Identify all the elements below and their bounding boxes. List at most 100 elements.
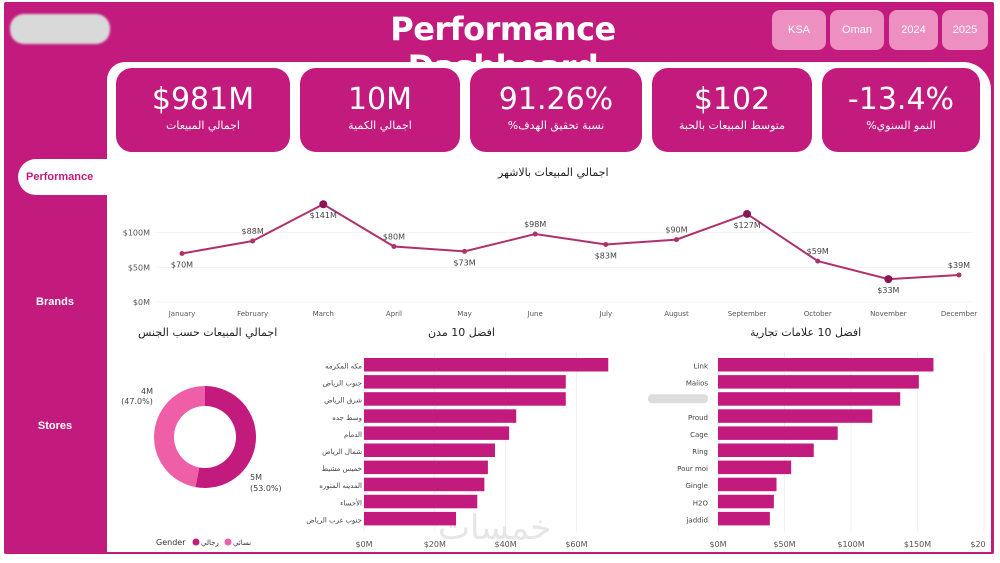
x-tick-label: June — [527, 310, 543, 318]
legend-label: نسائي — [233, 539, 251, 547]
bar-category-label: Link — [694, 363, 709, 371]
gender-sales-donut-chart: 5M (53.0%) 4M(47.0%) Gender رجالي نسائي — [121, 386, 282, 547]
x-tick-label: $40M — [495, 540, 517, 549]
bar-category-label: جنوب غرب الرياض — [306, 516, 362, 524]
slice-label: 5M — [250, 473, 262, 482]
top-brands-bar-chart: $0M $50M $100M $150M $200M Link Maiios Proud Cag… — [648, 352, 986, 549]
data-point — [391, 244, 397, 250]
x-tick-label: February — [237, 310, 268, 318]
kpi-value: 10M — [347, 82, 413, 117]
bar — [364, 392, 566, 406]
data-point — [532, 231, 538, 237]
bar — [364, 460, 488, 475]
gender-sales-chart-title: اجمالي المبيعات حسب الجنس — [138, 326, 278, 339]
filter-ksa-button[interactable]: KSA — [772, 10, 826, 50]
x-tick-label: $60M — [565, 540, 587, 549]
bar — [718, 443, 814, 457]
y-tick-label: $0M — [133, 298, 150, 307]
data-label: $73M — [453, 258, 475, 267]
bar — [718, 477, 777, 492]
bar — [718, 460, 792, 475]
x-tick-label: $0M — [709, 540, 726, 549]
kpi-card-avg-sales-per-unit: $102 متوسط المبيعات بالحبة — [652, 68, 812, 152]
legend-swatch — [192, 538, 200, 546]
data-point — [673, 237, 679, 243]
bar-category-label: jaddid — [685, 516, 708, 524]
bar — [718, 494, 774, 509]
bar-category-label: مكه المكرمه — [325, 363, 362, 371]
kpi-card-yoy-growth: -13.4% %النمو السنوي — [822, 68, 980, 152]
data-label: $59M — [807, 247, 829, 256]
kpi-card-target-achievement: 91.26% %نسبة تحقيق الهدف — [470, 68, 642, 152]
kpi-value: $102 — [693, 82, 771, 117]
data-point — [462, 248, 468, 254]
legend-swatch — [224, 538, 232, 546]
sidebar-item-stores[interactable]: Stores — [37, 420, 73, 432]
bar-category-label: شمال الرياض — [322, 448, 362, 456]
sidebar-item-brands[interactable]: Brands — [36, 296, 74, 308]
data-label: $98M — [524, 220, 546, 229]
bar-category-label: Gingle — [685, 482, 708, 490]
kpi-label: اجمالي المبيعات — [165, 119, 240, 132]
y-tick-label: $50M — [128, 263, 150, 272]
donut-slice — [195, 386, 256, 488]
kpi-value: $981M — [151, 82, 255, 117]
data-point — [319, 200, 328, 209]
x-tick-label: November — [870, 310, 907, 318]
x-tick-label: December — [941, 310, 977, 318]
bar-category-label: شرق الرياض — [324, 397, 362, 405]
x-tick-label: August — [664, 310, 689, 318]
x-tick-label: July — [599, 310, 613, 318]
data-label: $33M — [877, 286, 899, 295]
data-point — [179, 250, 185, 256]
data-point — [603, 241, 609, 247]
data-label: $141M — [310, 211, 337, 220]
data-point — [743, 209, 752, 218]
bar — [364, 477, 485, 492]
data-point — [884, 275, 893, 284]
bar-category-label: المدينه المنوره — [319, 482, 362, 490]
bar-category-label: Maiios — [686, 380, 709, 388]
bar — [364, 358, 609, 372]
bar — [718, 409, 873, 423]
sales-line — [181, 203, 960, 281]
bar-category-label: الدمام — [344, 431, 362, 439]
bar — [718, 511, 770, 526]
bar — [364, 375, 566, 389]
top-brands-chart-title: افضل 10 علامات تجارية — [750, 326, 862, 339]
data-label: $39M — [948, 261, 970, 270]
bar-category-label: وسط جده — [332, 414, 362, 422]
bar — [364, 426, 510, 440]
slice-label: (47.0%) — [121, 397, 153, 406]
top-cities-chart-title: افضل 10 مدن — [428, 326, 495, 339]
data-label: $80M — [383, 233, 405, 242]
top-cities-bar-chart: $0M $20M $40M $60M مكه المكرمه جنوب الرياض شرق… — [306, 352, 609, 549]
bar-category-label: Cage — [690, 431, 708, 439]
kpi-card-total-quantity: 10M اجمالي الكمية — [300, 68, 460, 152]
x-tick-label: September — [728, 310, 767, 318]
x-tick-label: January — [168, 310, 196, 318]
bar-category-label: جنوب الرياض — [323, 380, 362, 388]
monthly-sales-chart-title: اجمالي المبيعات بالاشهر — [498, 166, 609, 179]
data-label: $127M — [733, 221, 760, 230]
data-label: $70M — [171, 260, 193, 269]
data-point — [815, 258, 821, 264]
legend-label: رجالي — [201, 539, 219, 547]
x-tick-label: May — [457, 310, 471, 318]
slice-label: 4M — [141, 387, 153, 396]
blurred-label — [648, 394, 708, 404]
watermark: خمسات — [438, 508, 552, 548]
filter-2025-button[interactable]: 2025 — [942, 10, 988, 50]
data-label: $88M — [242, 227, 264, 236]
bar — [364, 443, 495, 457]
bar-category-label: خميس مشيط — [322, 465, 362, 473]
filter-2024-button[interactable]: 2024 — [889, 10, 938, 50]
monthly-sales-line-chart: $0M $50M $100M $70M January $88M February $141M… — [123, 200, 977, 318]
bar — [718, 392, 901, 406]
filter-oman-button[interactable]: Oman — [830, 10, 884, 50]
data-point — [956, 272, 962, 278]
sidebar-item-performance[interactable]: Performance — [18, 159, 110, 195]
kpi-label: %نسبة تحقيق الهدف — [507, 119, 605, 132]
bar-category-label: H2O — [693, 499, 709, 507]
data-point — [250, 238, 256, 244]
